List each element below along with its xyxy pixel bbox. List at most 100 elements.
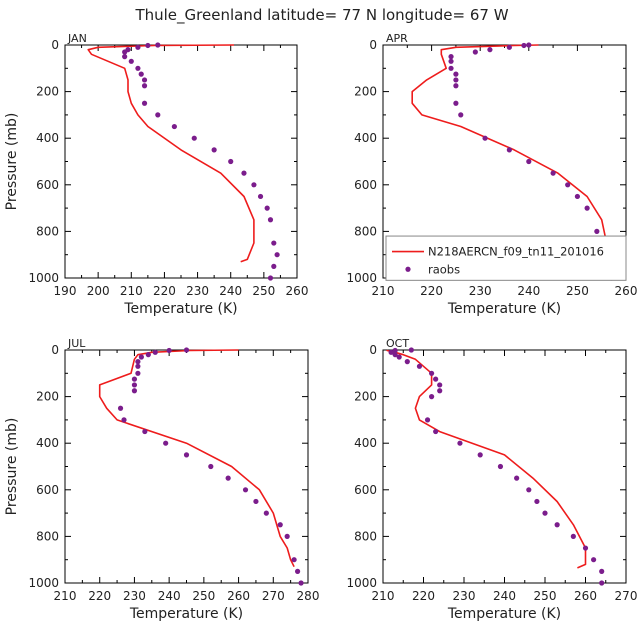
raob-point: [191, 135, 197, 141]
raob-point: [121, 417, 127, 423]
raob-point: [241, 170, 247, 176]
y-tick-label: 600: [36, 178, 59, 192]
x-tick-label: 250: [534, 589, 557, 603]
raob-point: [291, 557, 297, 563]
y-tick-label: 1000: [346, 271, 377, 285]
panel-label: APR: [386, 32, 408, 45]
raob-point: [251, 182, 257, 188]
raob-point: [166, 347, 172, 354]
x-tick-label: 220: [412, 589, 435, 603]
y-tick-label: 200: [354, 85, 377, 99]
raob-point: [277, 522, 283, 528]
panel-label: JUL: [67, 337, 86, 350]
raob-point: [135, 363, 141, 369]
raob-point: [591, 557, 597, 563]
panel-jan: JAN 190 200 210 220 230 240 250 260 0 200 400 600 800…: [4, 32, 308, 317]
y-tick-label: 400: [354, 436, 377, 450]
x-tick-label: 250: [566, 284, 589, 298]
x-tick-label: 210: [372, 589, 395, 603]
raob-point: [145, 42, 151, 49]
raob-point: [453, 71, 459, 77]
raob-point: [267, 217, 274, 223]
legend-obs-label: raobs: [428, 262, 460, 276]
raob-point: [122, 49, 128, 55]
x-tick-label: 260: [286, 284, 309, 298]
raob-point: [550, 170, 556, 176]
raob-point: [542, 510, 548, 516]
raob-point: [599, 580, 605, 586]
y-tick-label: 200: [354, 390, 377, 404]
raob-point: [145, 352, 151, 358]
model-line: [411, 44, 608, 268]
y-tick-label: 0: [369, 343, 377, 357]
panel-label: OCT: [386, 337, 409, 350]
y-tick-label: 800: [36, 224, 59, 238]
raob-point: [392, 352, 398, 358]
raob-point: [433, 376, 439, 382]
raob-point: [482, 135, 488, 141]
raob-point: [599, 568, 605, 574]
raob-point: [582, 545, 589, 551]
raob-point: [271, 263, 277, 269]
raob-point: [453, 83, 459, 89]
raob-point: [457, 440, 463, 446]
raob-point: [263, 510, 269, 516]
raob-point: [453, 77, 459, 83]
panel-jul: JUL 210 220 230 240 250 260 270 280 0 200 400 600 800…: [4, 337, 319, 622]
x-tick-label: 240: [158, 589, 181, 603]
raob-point: [117, 405, 124, 411]
raob-point: [294, 568, 301, 574]
raob-point: [131, 388, 138, 394]
x-tick-label: 210: [120, 284, 143, 298]
raob-point: [429, 370, 435, 376]
x-axis-label: Temperature (K): [447, 301, 561, 317]
panel-oct: OCT 210 220 230 240 250 260 270 0 200 400 600 800 100…: [346, 337, 637, 622]
raob-point: [448, 65, 454, 71]
raob-point: [433, 428, 439, 435]
raob-point: [526, 42, 532, 48]
model-line: [98, 349, 295, 568]
x-tick-label: 230: [186, 284, 209, 298]
raob-point: [131, 382, 138, 388]
raob-point: [155, 42, 161, 48]
raob-point: [404, 359, 410, 365]
y-tick-label: 0: [51, 343, 59, 357]
raob-point: [131, 376, 138, 382]
y-tick-label: 1000: [28, 271, 59, 285]
raob-point: [183, 452, 190, 458]
x-tick-label: 220: [88, 589, 111, 603]
x-tick-label: 210: [372, 284, 395, 298]
y-tick-label: 0: [369, 38, 377, 52]
raob-point: [497, 463, 504, 470]
x-tick-label: 280: [297, 589, 320, 603]
y-tick-label: 600: [354, 178, 377, 192]
raob-point: [453, 100, 459, 106]
raob-point: [594, 228, 600, 234]
plot-frame: [64, 44, 298, 279]
panel-apr: APR 210 220 230 240 250 260 0 200 400 600 800 1000 Te…: [346, 32, 637, 317]
raob-point: [284, 533, 290, 540]
raob-point: [138, 71, 144, 77]
raob-point: [135, 359, 141, 365]
raob-point: [211, 147, 217, 153]
raob-point: [253, 498, 259, 505]
y-tick-label: 800: [36, 529, 59, 543]
figure-title: Thule_Greenland latitude= 77 N longitude…: [134, 6, 508, 25]
legend-obs-swatch: [405, 266, 411, 272]
raob-point: [274, 252, 280, 258]
raob-point: [448, 58, 454, 64]
raob-point: [396, 354, 402, 360]
x-tick-label: 230: [123, 589, 146, 603]
y-tick-label: 600: [354, 483, 377, 497]
x-tick-label: 260: [227, 589, 250, 603]
raob-point: [487, 47, 493, 53]
y-tick-label: 400: [36, 131, 59, 145]
raob-point: [225, 475, 231, 481]
x-tick-label: 250: [192, 589, 215, 603]
raob-point: [228, 158, 234, 165]
raob-point: [142, 428, 148, 435]
raob-point: [526, 487, 532, 493]
raob-point: [135, 370, 141, 376]
y-tick-label: 400: [354, 131, 377, 145]
x-tick-label: 270: [615, 589, 638, 603]
